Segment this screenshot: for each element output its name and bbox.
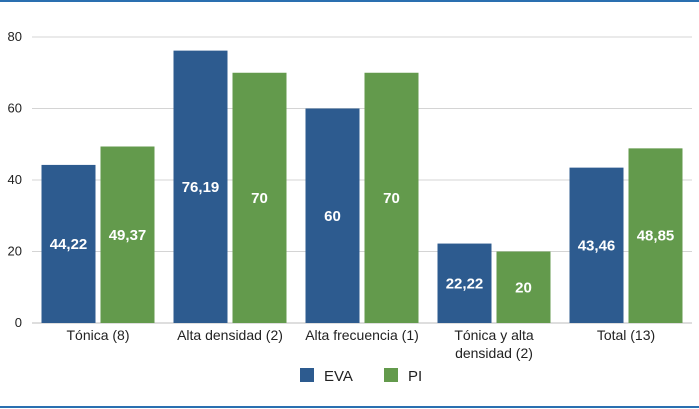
data-label: 43,46 (578, 237, 616, 254)
bottom-rule (0, 406, 699, 408)
y-tick-label: 20 (8, 244, 22, 259)
category-label: Tónica (8) (66, 327, 129, 343)
legend-label: EVA (324, 368, 353, 385)
category-labels: Tónica (8) Alta densidad (2) Alta frecuenc… (66, 327, 655, 361)
legend-swatch-pi (384, 368, 398, 382)
bar-pi (232, 72, 287, 323)
legend-label: PI (408, 368, 422, 385)
bar-eva (41, 164, 96, 323)
category-label: Tónica y alta (454, 327, 534, 343)
bar-eva (569, 167, 624, 323)
data-label: 70 (383, 190, 400, 207)
y-axis-ticks: 0 20 40 60 80 (8, 29, 22, 330)
data-label: 44,22 (50, 236, 88, 253)
bar-pi (100, 146, 155, 323)
category-label: Alta frecuencia (1) (305, 327, 419, 343)
bar-eva (305, 108, 360, 323)
data-label: 48,85 (637, 228, 675, 245)
category-label: Alta densidad (2) (177, 327, 283, 343)
data-label: 70 (251, 190, 268, 207)
bar-eva (173, 50, 228, 323)
bar-eva (437, 243, 492, 323)
legend: EVA PI (300, 368, 422, 385)
category-label: Total (13) (597, 327, 655, 343)
data-label: 60 (324, 208, 341, 225)
y-tick-label: 0 (15, 315, 22, 330)
y-tick-label: 80 (8, 29, 22, 44)
bar-pi (628, 148, 683, 323)
top-rule (0, 0, 699, 2)
bars: 44,22 49,37 76,19 70 60 70 22,22 20 43,46 48,85 (41, 50, 683, 323)
y-tick-label: 40 (8, 172, 22, 187)
legend-swatch-eva (300, 368, 314, 382)
data-label: 49,37 (109, 227, 147, 244)
bar-pi (496, 251, 551, 323)
data-label: 22,22 (446, 275, 484, 292)
category-label: densidad (2) (455, 345, 533, 361)
data-label: 76,19 (182, 179, 220, 196)
y-tick-label: 60 (8, 101, 22, 116)
bar-pi (364, 72, 419, 323)
data-label: 20 (515, 279, 532, 296)
